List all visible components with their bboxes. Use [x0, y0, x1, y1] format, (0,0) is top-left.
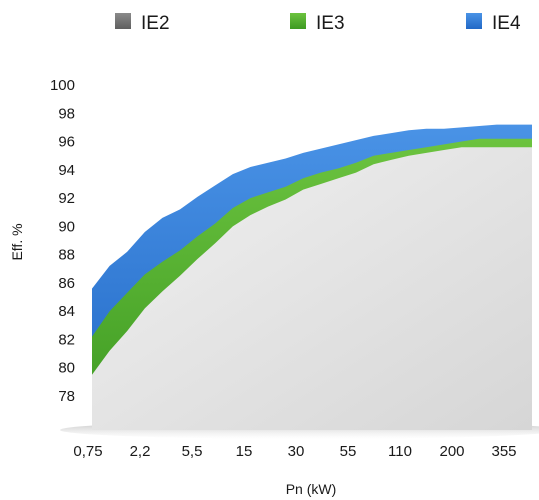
y-axis-title: Eff. % [9, 223, 25, 260]
legend-label-ie4: IE4 [492, 13, 521, 34]
y-tick-label: 78 [58, 388, 75, 405]
x-tick-label: 55 [340, 443, 357, 460]
legend-label-ie3: IE3 [316, 13, 345, 34]
x-axis-title: Pn (kW) [286, 481, 337, 497]
legend-label-ie2: IE2 [141, 13, 170, 34]
y-tick-label: 80 [58, 360, 75, 377]
legend: IE2 IE3 IE4 [115, 13, 521, 34]
x-tick-label: 15 [236, 443, 253, 460]
x-tick-label: 200 [439, 443, 464, 460]
y-tick-label: 84 [58, 303, 75, 320]
legend-swatch-ie2 [115, 13, 131, 29]
y-tick-label: 100 [50, 77, 75, 94]
legend-item-ie3: IE3 [290, 13, 345, 34]
legend-item-ie2: IE2 [115, 13, 170, 34]
x-tick-label: 110 [388, 443, 412, 460]
legend-swatch-ie4 [466, 13, 482, 29]
x-tick-label: 5,5 [182, 443, 203, 460]
x-axis-ticks: 0,75 2,2 5,5 15 30 55 110 200 355 [73, 443, 516, 460]
y-tick-label: 94 [58, 162, 75, 179]
x-tick-label: 355 [491, 443, 516, 460]
x-tick-label: 30 [288, 443, 305, 460]
y-axis-ticks: 78 80 82 84 86 88 90 92 94 96 98 100 [50, 77, 75, 405]
y-tick-label: 96 [58, 134, 75, 151]
y-tick-label: 92 [58, 190, 75, 207]
y-tick-label: 98 [58, 105, 75, 122]
y-tick-label: 82 [58, 332, 75, 349]
area-ie2 [92, 147, 532, 430]
legend-swatch-ie3 [290, 13, 306, 29]
x-tick-label: 0,75 [73, 443, 102, 460]
y-tick-label: 90 [58, 218, 75, 235]
y-tick-label: 86 [58, 275, 75, 292]
y-tick-label: 88 [58, 247, 75, 264]
legend-item-ie4: IE4 [466, 13, 521, 34]
x-tick-label: 2,2 [130, 443, 151, 460]
